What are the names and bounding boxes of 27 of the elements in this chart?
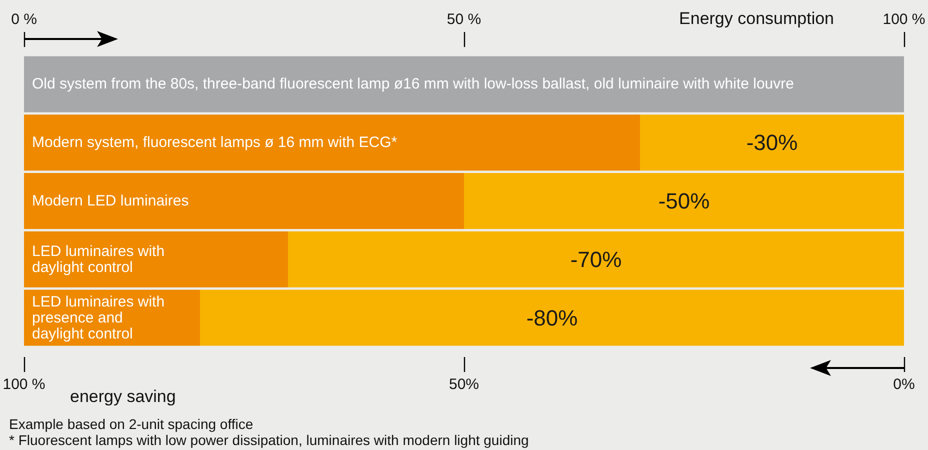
bar: [24, 56, 904, 112]
annotation: -70%: [570, 246, 622, 272]
x-axis-title: Energy consumption: [679, 9, 834, 28]
annotation: -50%: [658, 188, 710, 214]
y-tick-label: LED luminaires with presence and daylight control: [32, 293, 165, 342]
bar: [24, 114, 640, 171]
annotation: -80%: [526, 305, 578, 330]
y-tick-label: Modern system, fluorescent lamps ø 16 mm with ECG*: [32, 134, 398, 152]
bar: [288, 231, 904, 288]
text: * Fluorescent lamps with low power dissipation, luminaires with modern light guiding: [9, 432, 529, 448]
x2-tick-label: 50%: [448, 376, 480, 393]
x2-tick-label: 0%: [893, 376, 915, 393]
y-tick-label: Modern LED luminaires: [32, 192, 189, 210]
bar: [24, 231, 288, 288]
y-tick-label: LED luminaires with daylight control: [32, 242, 165, 276]
x-tick-label: 100 %: [882, 11, 926, 28]
x-tick-label: 0 %: [11, 11, 37, 28]
bar: [200, 290, 904, 346]
text: Example based on 2-unit spacing office: [9, 416, 254, 432]
x2-axis-title: energy saving: [70, 387, 176, 406]
bar: [464, 173, 904, 229]
bar: [24, 173, 464, 229]
y-tick-label: Old system from the 80s, three-band fluorescent lamp ø16 mm with low-loss ballast, old luminaire with white louvre: [32, 76, 794, 93]
bar: [640, 114, 904, 171]
annotation: -30%: [746, 130, 798, 156]
x-tick-label: 50 %: [446, 11, 482, 28]
x2-tick-label: 100 %: [2, 376, 46, 393]
